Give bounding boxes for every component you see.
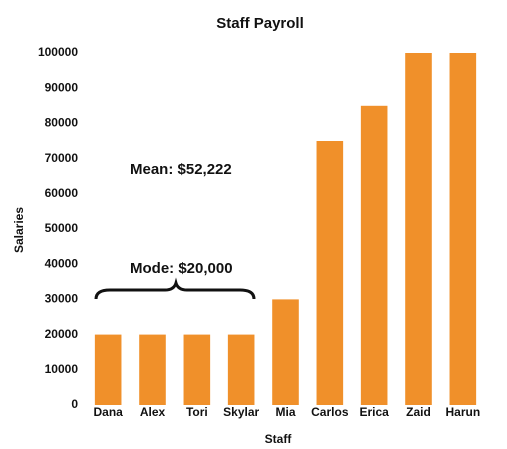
bar [139, 334, 166, 405]
x-tick-label: Dana [93, 405, 123, 419]
x-tick-label: Erica [359, 405, 389, 419]
bar [405, 53, 432, 405]
y-tick-label: 10000 [45, 362, 79, 376]
bar [183, 334, 211, 405]
y-tick-label: 20000 [45, 327, 79, 341]
y-tick-label: 40000 [45, 256, 79, 270]
y-tick-label: 60000 [45, 186, 79, 200]
bar [227, 334, 255, 405]
bar [272, 299, 299, 405]
mean-annotation: Mean: $52,222 [130, 161, 232, 178]
y-tick-label: 90000 [45, 80, 79, 94]
y-tick-label: 70000 [45, 151, 79, 165]
y-tick-label: 50000 [45, 221, 79, 235]
x-tick-label: Mia [275, 405, 295, 419]
x-tick-label: Harun [445, 405, 480, 419]
y-tick-label: 0 [71, 397, 78, 411]
mode-annotation: Mode: $20,000 [130, 260, 233, 277]
mode-brace [94, 277, 256, 300]
y-axis-label: Salaries [12, 207, 26, 253]
chart-title: Staff Payroll [216, 15, 304, 32]
bar [94, 334, 122, 405]
x-tick-label: Alex [140, 405, 166, 419]
y-tick-label: 30000 [45, 292, 79, 306]
x-axis-label: Staff [265, 432, 293, 446]
x-tick-label: Skylar [223, 405, 259, 419]
x-tick-label: Zaid [406, 405, 431, 419]
x-tick-label: Carlos [311, 405, 349, 419]
bar [449, 53, 477, 405]
x-tick-label: Tori [186, 405, 208, 419]
y-tick-label: 80000 [45, 116, 79, 130]
y-tick-label: 100000 [38, 45, 78, 59]
bar [316, 141, 344, 405]
bar [360, 105, 388, 406]
